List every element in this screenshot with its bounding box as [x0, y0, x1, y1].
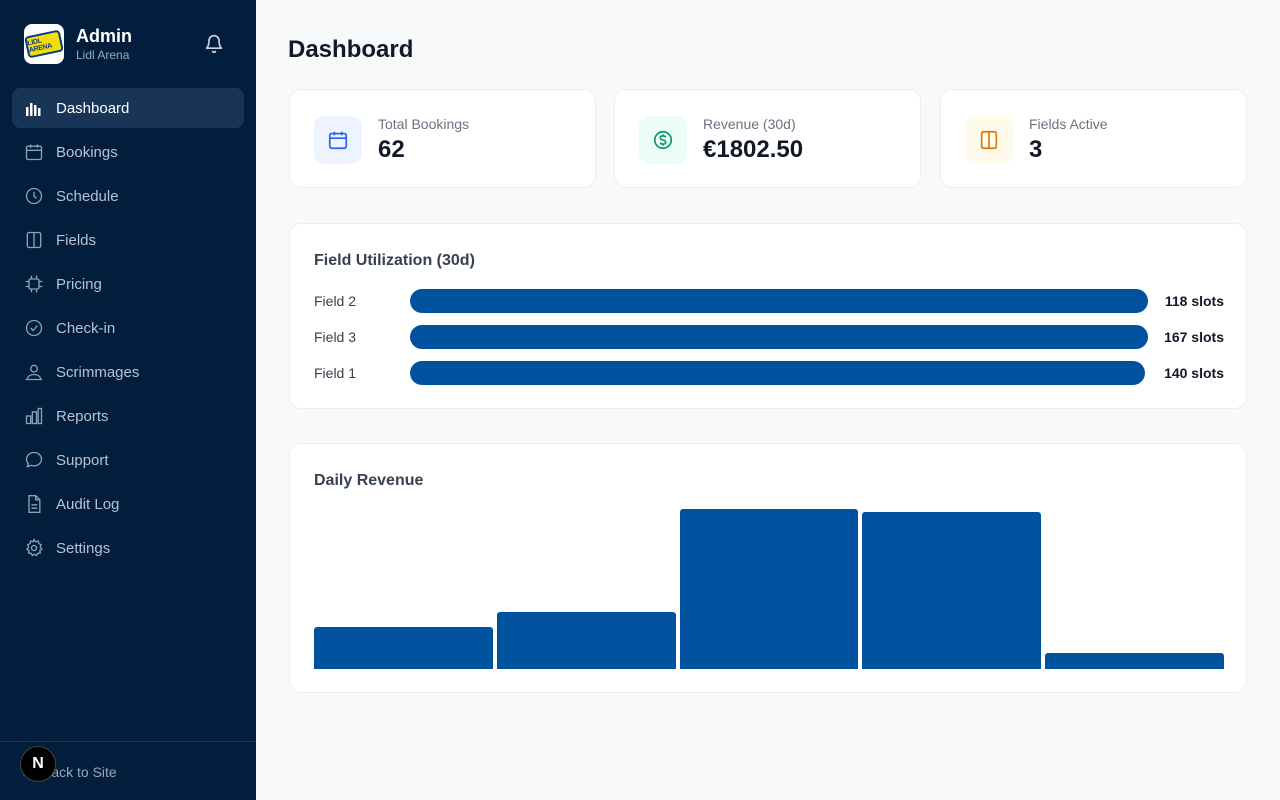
brand-subtitle: Lidl Arena	[76, 48, 130, 62]
sidebar-item-dashboard[interactable]: Dashboard	[12, 88, 244, 128]
stat-value: 3	[1029, 136, 1043, 163]
sidebar-item-support[interactable]: Support	[12, 440, 244, 480]
sidebar-item-label: Fields	[56, 231, 97, 249]
utilization-bar	[410, 325, 1148, 349]
sidebar-item-label: Schedule	[56, 187, 119, 205]
utilization-field-name: Field 2	[314, 293, 357, 309]
utilization-bar	[410, 289, 1148, 313]
utilization-field-name: Field 3	[314, 329, 357, 345]
utilization-row: Field 3 167 slots	[314, 325, 1224, 349]
bell-icon[interactable]	[204, 34, 224, 54]
sidebar-item-label: Support	[56, 451, 109, 469]
sidebar-item-reports[interactable]: Reports	[12, 396, 244, 436]
field-utilization-title: Field Utilization (30d)	[314, 252, 475, 269]
revenue-bar[interactable]	[496, 612, 676, 669]
sidebar-item-pricing[interactable]: Pricing	[12, 264, 244, 304]
daily-revenue-title: Daily Revenue	[314, 472, 424, 489]
calendar-icon	[25, 144, 43, 161]
stat-label: Fields Active	[1029, 116, 1108, 132]
chip-icon	[25, 275, 43, 293]
sidebar-item-label: Settings	[56, 539, 111, 557]
sidebar-item-schedule[interactable]: Schedule	[12, 176, 244, 216]
sidebar: LIDL ARENA Admin Lidl Arena Dashboard Bo…	[0, 0, 256, 800]
stat-icon-wrap	[314, 116, 362, 164]
utilization-row: Field 1 140 slots	[314, 361, 1224, 385]
chat-icon	[25, 451, 43, 468]
stat-card-revenue: Revenue (30d) €1802.50	[614, 89, 921, 188]
bar-chart-icon	[26, 103, 41, 116]
dollar-icon	[653, 130, 673, 150]
stat-card-fields-active: Fields Active 3	[940, 89, 1247, 188]
back-to-site-label: Back to Site	[42, 764, 117, 780]
utilization-value: 167 slots	[1164, 329, 1224, 345]
utilization-value: 140 slots	[1164, 365, 1224, 381]
clock-icon	[25, 187, 43, 205]
daily-revenue-card: Daily Revenue	[289, 443, 1247, 693]
sidebar-item-scrimmages[interactable]: Scrimmages	[12, 352, 244, 392]
brand: LIDL ARENA Admin Lidl Arena	[24, 24, 132, 64]
sidebar-item-label: Audit Log	[56, 495, 120, 513]
calendar-icon	[328, 131, 348, 150]
revenue-bar[interactable]	[679, 509, 859, 669]
sidebar-item-settings[interactable]: Settings	[12, 528, 244, 568]
document-icon	[28, 495, 41, 513]
sidebar-item-bookings[interactable]: Bookings	[12, 132, 244, 172]
sidebar-item-label: Bookings	[56, 143, 118, 161]
sidebar-item-check-in[interactable]: Check-in	[12, 308, 244, 348]
stat-icon-wrap	[965, 116, 1013, 164]
sidebar-nav: Dashboard Bookings Schedule Fields Prici…	[12, 88, 244, 572]
sidebar-item-fields[interactable]: Fields	[12, 220, 244, 260]
stat-value: 62	[378, 136, 405, 163]
stat-value: €1802.50	[703, 136, 804, 163]
revenue-bar[interactable]	[314, 627, 493, 669]
sidebar-item-label: Scrimmages	[56, 363, 140, 381]
stat-label: Total Bookings	[378, 116, 470, 132]
utilization-field-name: Field 1	[314, 365, 357, 381]
sidebar-item-label: Dashboard	[56, 99, 130, 117]
sidebar-item-label: Pricing	[56, 275, 102, 293]
sidebar-item-audit-log[interactable]: Audit Log	[12, 484, 244, 524]
stat-label: Revenue (30d)	[703, 116, 796, 132]
columns-icon	[980, 130, 998, 150]
page-title: Dashboard	[288, 36, 414, 63]
brand-title: Admin	[76, 26, 132, 46]
utilization-bar	[410, 361, 1145, 385]
revenue-bar[interactable]	[1045, 653, 1224, 669]
utilization-value: 118 slots	[1164, 293, 1224, 309]
sidebar-item-label: Check-in	[56, 319, 116, 337]
logo-text: LIDL ARENA	[26, 37, 53, 55]
chart-icon	[25, 407, 43, 425]
revenue-bar[interactable]	[862, 512, 1042, 669]
sidebar-item-label: Reports	[56, 407, 109, 425]
stat-icon-wrap	[639, 116, 687, 164]
brand-logo[interactable]: LIDL ARENA	[24, 24, 64, 64]
stat-card-total-bookings: Total Bookings 62	[289, 89, 596, 188]
users-icon	[25, 364, 43, 381]
gear-icon	[25, 538, 43, 557]
utilization-row: Field 2 118 slots	[314, 289, 1224, 313]
sidebar-footer: ← Back to Site N	[0, 741, 256, 800]
check-circle-icon	[25, 319, 43, 337]
columns-icon	[26, 231, 42, 249]
dev-tools-badge[interactable]: N	[20, 746, 56, 782]
field-utilization-card: Field Utilization (30d) Field 2 118 slots…	[289, 223, 1247, 409]
